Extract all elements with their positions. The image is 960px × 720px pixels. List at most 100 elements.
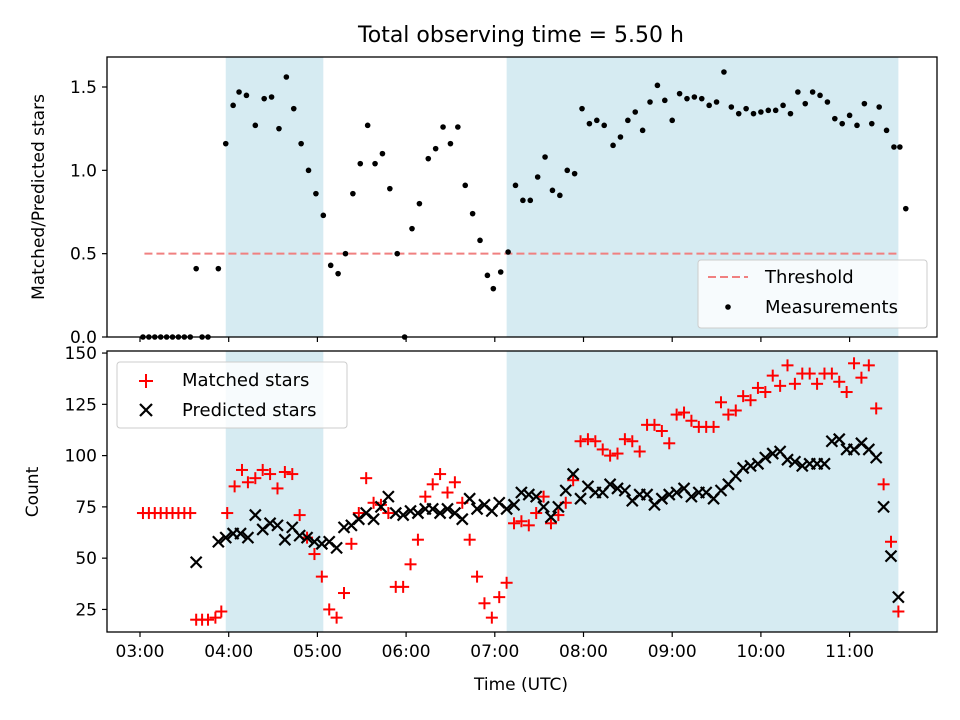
measurement-point xyxy=(676,90,683,97)
matched-star-point xyxy=(308,548,321,561)
matched-star-point xyxy=(241,476,254,489)
measurement-point xyxy=(268,94,275,100)
ratio-panel-legend: Threshold Measurements xyxy=(697,259,928,329)
measurement-point xyxy=(320,212,327,219)
measurement-point xyxy=(765,107,772,114)
matched-star-point xyxy=(618,433,631,446)
measurement-point xyxy=(215,265,222,272)
measurement-point xyxy=(409,225,415,232)
matched-legend-marker xyxy=(139,374,153,388)
measurement-points xyxy=(140,69,909,340)
measurement-point xyxy=(571,170,578,177)
predicted-star-point xyxy=(544,510,558,524)
matched-star-point xyxy=(515,515,528,528)
matched-legend-label: Matched stars xyxy=(182,370,309,391)
matched-star-point xyxy=(633,445,646,458)
matched-star-point xyxy=(448,476,461,489)
measurement-point xyxy=(586,120,593,127)
matched-star-point xyxy=(315,570,328,583)
measurement-point xyxy=(283,74,290,80)
measurement-point xyxy=(230,102,236,109)
predicted-star-points xyxy=(189,432,905,604)
matched-star-point xyxy=(508,517,521,530)
measurement-point xyxy=(594,117,600,124)
matched-star-point xyxy=(471,570,484,583)
matched-star-point xyxy=(404,558,417,571)
predicted-star-point xyxy=(367,512,380,526)
measurement-point xyxy=(691,94,698,100)
predicted-star-point xyxy=(559,484,573,497)
measurement-point xyxy=(462,182,469,189)
matched-star-point xyxy=(729,404,742,417)
matched-star-point xyxy=(500,576,513,589)
ratio-panel-y-ticks: 0.0 0.5 1.0 1.5 xyxy=(70,78,107,348)
predicted-star-point xyxy=(330,541,343,555)
predicted-star-point xyxy=(441,502,454,516)
measurements-legend-marker xyxy=(725,304,731,310)
matched-star-point xyxy=(707,420,720,433)
predicted-legend-label: Predicted stars xyxy=(182,400,316,421)
predicted-star-point xyxy=(249,508,262,522)
matched-star-point xyxy=(202,613,215,626)
measurement-point xyxy=(706,102,712,109)
measurement-point xyxy=(447,140,454,147)
measurement-point xyxy=(795,89,801,95)
measurement-point xyxy=(305,167,312,174)
ratio-legend-box xyxy=(697,259,928,329)
predicted-star-point xyxy=(825,434,839,448)
predicted-star-point xyxy=(219,531,233,544)
x-tick-label: 08:00 xyxy=(559,642,608,662)
matched-star-point xyxy=(434,468,447,481)
x-tick-label: 07:00 xyxy=(470,642,519,662)
measurement-point xyxy=(698,95,705,102)
y-tick-label: 0.5 xyxy=(70,245,97,265)
matched-star-point xyxy=(249,472,262,485)
predicted-star-point xyxy=(522,488,536,501)
predicted-legend-marker xyxy=(139,403,153,417)
x-axis-label: Time (UTC) xyxy=(473,675,568,695)
count-panel-y-ticks: 25 50 75 100 125 150 xyxy=(65,344,107,620)
matched-star-point xyxy=(286,468,299,481)
count-panel-x-ticks: 03:00 04:00 05:00 06:00 07:00 08:00 09:00 10:00… xyxy=(116,632,874,662)
measurement-point xyxy=(817,92,823,99)
measurement-point xyxy=(750,110,757,117)
predicted-star-point xyxy=(685,490,698,503)
x-tick-label: 11:00 xyxy=(825,642,874,662)
matched-star-point xyxy=(766,369,779,382)
predicted-star-point xyxy=(892,590,905,604)
predicted-star-point xyxy=(278,533,292,546)
measurement-point xyxy=(883,127,890,134)
y-tick-label: 0.0 xyxy=(70,328,97,348)
matched-star-point xyxy=(714,396,727,409)
matched-star-point xyxy=(670,408,683,421)
measurement-point xyxy=(891,144,897,150)
predicted-star-point xyxy=(869,451,883,464)
matched-star-point xyxy=(209,611,222,624)
predicted-star-point xyxy=(515,486,528,499)
predicted-star-point xyxy=(788,455,802,469)
matched-star-point xyxy=(419,490,432,503)
predicted-star-point xyxy=(263,517,277,530)
predicted-star-point xyxy=(640,488,654,501)
measurement-point xyxy=(839,120,846,127)
measurement-point xyxy=(261,95,267,102)
y-tick-label: 1.0 xyxy=(70,161,97,181)
matched-star-point xyxy=(271,482,284,495)
x-tick-label: 06:00 xyxy=(382,642,431,662)
y-tick-label: 150 xyxy=(65,344,97,364)
predicted-star-point xyxy=(433,506,447,520)
matched-star-point xyxy=(655,424,668,437)
matched-star-point xyxy=(411,533,424,546)
measurement-point xyxy=(662,97,668,104)
predicted-star-point xyxy=(507,498,521,512)
count-panel-legend: Matched stars Predicted stars xyxy=(116,361,348,429)
matched-star-point xyxy=(877,478,890,491)
measurements-legend-label: Measurements xyxy=(765,297,898,318)
predicted-star-point xyxy=(271,519,284,532)
matched-star-point xyxy=(293,509,306,522)
predicted-star-point xyxy=(877,500,890,514)
matched-star-point xyxy=(803,367,816,380)
measurement-point xyxy=(549,187,556,194)
predicted-star-point xyxy=(455,512,469,526)
